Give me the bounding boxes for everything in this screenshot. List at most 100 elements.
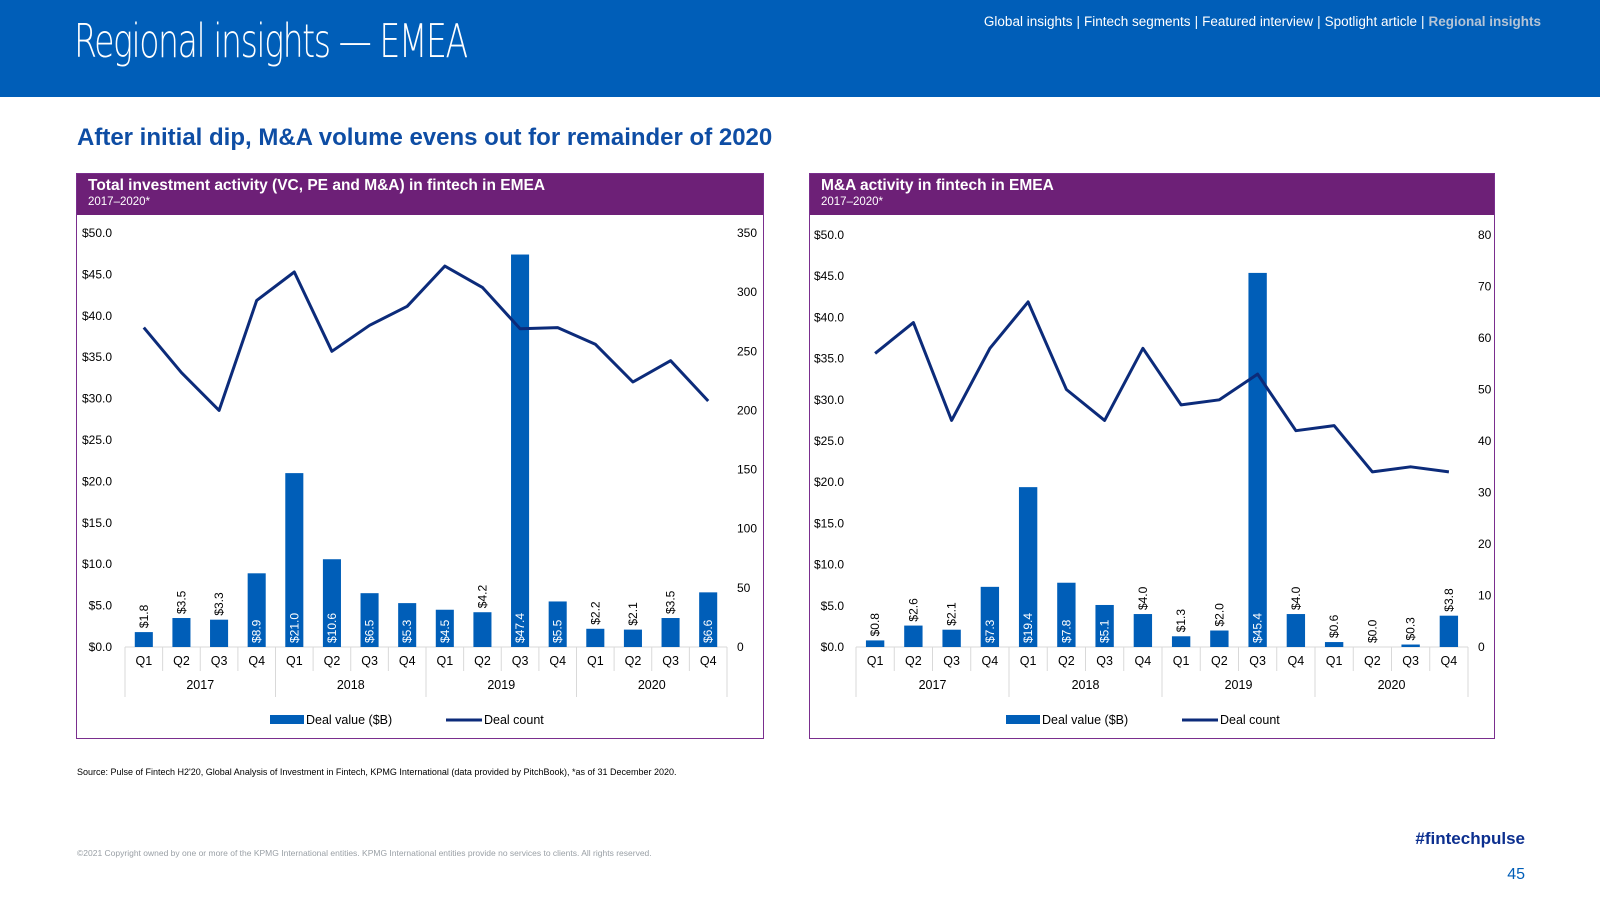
legend-label-deal-value: Deal value ($B) <box>306 713 392 727</box>
bar-deal-value <box>1210 630 1229 647</box>
left-axis-tick: $15.0 <box>814 516 844 530</box>
left-axis-tick: $20.0 <box>82 474 112 488</box>
chart-subtitle: 2017–2020* <box>88 196 151 208</box>
category-tick-label: Q1 <box>436 654 453 668</box>
left-axis-tick: $35.0 <box>814 352 844 366</box>
left-axis-tick: $30.0 <box>82 392 112 406</box>
bar-data-label: $2.1 <box>626 602 640 626</box>
category-tick-label: Q2 <box>173 654 190 668</box>
bar-data-label: $7.8 <box>1059 619 1073 643</box>
right-axis-tick: 0 <box>737 640 744 654</box>
category-tick-label: Q4 <box>1135 654 1152 668</box>
right-axis-tick: 250 <box>737 344 757 358</box>
bar-data-label: $7.3 <box>983 619 997 643</box>
legend-swatch-deal-value <box>1006 715 1040 724</box>
hashtag-link[interactable]: #fintechpulse <box>1415 829 1525 848</box>
nav-item-fintech-segments[interactable]: Fintech segments <box>1084 14 1191 29</box>
bar-data-label: $4.0 <box>1136 586 1150 610</box>
bar-deal-value <box>1401 644 1420 647</box>
right-axis-tick: 350 <box>737 226 757 240</box>
bar-deal-value <box>1133 614 1153 647</box>
year-tick-label: 2020 <box>638 678 666 692</box>
legend-label-deal-count: Deal count <box>484 713 544 727</box>
right-axis-tick: 20 <box>1478 537 1492 551</box>
bar-data-label: $4.2 <box>475 585 489 609</box>
nav-item-spotlight-article[interactable]: Spotlight article <box>1324 14 1417 29</box>
category-tick-label: Q2 <box>474 654 491 668</box>
chart-header: Total investment activity (VC, PE and M&… <box>77 174 763 215</box>
category-tick-label: Q2 <box>1364 654 1381 668</box>
year-tick-label: 2019 <box>1225 678 1253 692</box>
category-tick-label: Q3 <box>361 654 378 668</box>
bar-data-label: $0.8 <box>868 613 882 637</box>
right-axis-tick: 150 <box>737 463 757 477</box>
right-axis-tick: 10 <box>1478 589 1492 603</box>
bar-data-label: $5.5 <box>551 619 565 643</box>
nav-item-regional-insights[interactable]: Regional insights <box>1428 14 1541 29</box>
page-number: 45 <box>1507 866 1525 883</box>
page-title: Regional insights — EMEA <box>74 14 468 68</box>
bar-data-label: $1.3 <box>1174 609 1188 633</box>
right-axis-tick: 70 <box>1478 280 1492 294</box>
year-tick-label: 2018 <box>1072 678 1100 692</box>
right-axis-tick: 50 <box>1478 383 1492 397</box>
left-axis-tick: $0.0 <box>89 640 113 654</box>
bar-deal-value <box>586 628 605 647</box>
bar-deal-value <box>210 619 229 647</box>
left-axis-tick: $10.0 <box>814 558 844 572</box>
left-axis-tick: $25.0 <box>814 434 844 448</box>
nav-item-featured-interview[interactable]: Featured interview <box>1202 14 1314 29</box>
category-tick-label: Q2 <box>905 654 922 668</box>
legend-label-deal-count: Deal count <box>1220 713 1280 727</box>
bar-deal-value <box>904 625 923 647</box>
year-tick-label: 2019 <box>487 678 515 692</box>
bar-data-label: $2.6 <box>906 598 920 622</box>
right-axis-tick: 0 <box>1478 640 1485 654</box>
nav-item-global-insights[interactable]: Global insights <box>983 14 1073 29</box>
bar-data-label: $3.5 <box>174 590 188 614</box>
right-axis-tick: 200 <box>737 403 757 417</box>
bar-deal-value <box>435 609 454 647</box>
category-tick-label: Q4 <box>1288 654 1305 668</box>
bar-deal-value <box>172 618 191 647</box>
category-tick-label: Q4 <box>248 654 265 668</box>
left-axis-tick: $45.0 <box>814 269 844 283</box>
chart-panel-ma-activity: M&A activity in fintech in EMEA 2017–202… <box>809 173 1495 739</box>
bar-deal-value <box>134 632 153 647</box>
breadcrumb-nav: Global insights | Fintech segments | Feature… <box>984 14 1541 29</box>
bar-data-label: $0.6 <box>1327 614 1341 638</box>
category-tick-label: Q1 <box>286 654 303 668</box>
bar-data-label: $0.3 <box>1404 617 1418 641</box>
bar-data-label: $3.3 <box>212 592 226 616</box>
bar-data-label: $6.5 <box>363 619 377 643</box>
bar-deal-value <box>1171 636 1191 647</box>
category-tick-label: Q3 <box>662 654 679 668</box>
bar-data-label: $21.0 <box>287 613 301 643</box>
header-bar: Regional insights — EMEA Global insights… <box>0 0 1600 97</box>
category-tick-label: Q3 <box>1096 654 1113 668</box>
bar-data-label: $45.4 <box>1251 613 1265 643</box>
category-tick-label: Q3 <box>943 654 960 668</box>
bar-data-label: $19.4 <box>1021 613 1035 643</box>
bar-data-label: $6.6 <box>701 619 715 643</box>
right-axis-tick: 60 <box>1478 331 1492 345</box>
right-axis-tick: 80 <box>1478 228 1492 242</box>
bar-data-label: $3.8 <box>1442 588 1456 612</box>
category-tick-label: Q4 <box>982 654 999 668</box>
bar-deal-value <box>1324 642 1344 647</box>
line-deal-count <box>874 300 1450 474</box>
year-tick-label: 2018 <box>337 678 365 692</box>
category-tick-label: Q1 <box>587 654 604 668</box>
left-axis-tick: $40.0 <box>814 310 844 324</box>
chart-title: M&A activity in fintech in EMEA <box>821 177 1054 194</box>
left-axis-tick: $5.0 <box>89 599 113 613</box>
category-tick-label: Q3 <box>1249 654 1266 668</box>
category-tick-label: Q3 <box>512 654 529 668</box>
bar-data-label: $2.0 <box>1212 603 1226 627</box>
bar-data-label: $4.5 <box>438 619 452 643</box>
bar-data-label: $47.4 <box>513 613 527 643</box>
year-tick-label: 2017 <box>186 678 214 692</box>
right-axis-tick: 30 <box>1478 486 1492 500</box>
chart-title: Total investment activity (VC, PE and M&… <box>88 177 546 194</box>
bar-data-label: $4.0 <box>1289 586 1303 610</box>
